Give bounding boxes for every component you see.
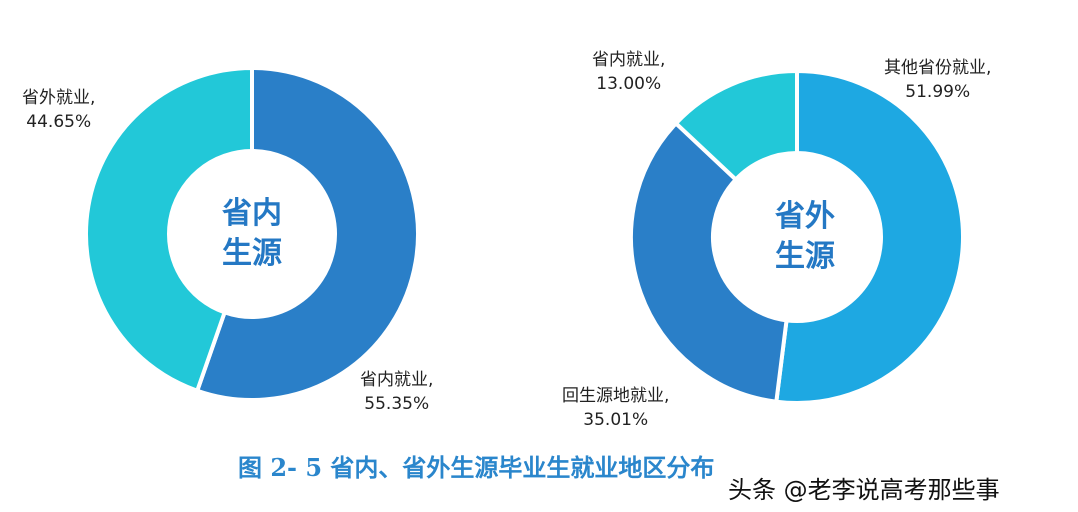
label-left-inside: 省内就业, 55.35% — [360, 368, 433, 416]
slice-label: 其他省份就业, — [884, 58, 992, 78]
donut-1-slice-0 — [774, 68, 965, 405]
center-line-2: 生源 — [775, 239, 835, 274]
slice-value: 44.65% — [26, 112, 92, 132]
watermark: 头条 @老李说高考那些事 — [728, 476, 1000, 504]
right-donut-center-label: 省外 生源 — [755, 197, 855, 277]
slice-label: 回生源地就业, — [562, 386, 670, 406]
slice-value: 51.99% — [905, 82, 971, 102]
label-right-origin: 回生源地就业, 35.01% — [562, 384, 669, 432]
slice-value: 55.35% — [364, 394, 430, 414]
slice-label: 省内就业, — [592, 50, 666, 70]
center-line-1: 省外 — [775, 199, 835, 234]
slice-label: 省外就业, — [22, 88, 96, 108]
donut-0-slice-1 — [84, 65, 254, 394]
center-line-1: 省内 — [222, 196, 282, 231]
slice-label: 省内就业, — [360, 370, 434, 390]
left-donut-center-label: 省内 生源 — [202, 194, 302, 274]
center-line-2: 生源 — [222, 236, 282, 271]
figure-caption: 图 2- 5 省内、省外生源毕业生就业地区分布 — [238, 453, 715, 482]
donut-1-slice-2 — [673, 68, 799, 183]
donut-1-slice-1 — [629, 120, 789, 404]
slice-value: 13.00% — [596, 74, 662, 94]
label-left-outside: 省外就业, 44.65% — [22, 86, 95, 134]
slice-value: 35.01% — [583, 410, 649, 430]
label-right-inprovince: 省内就业, 13.00% — [592, 48, 665, 96]
label-right-other: 其他省份就业, 51.99% — [884, 56, 991, 104]
